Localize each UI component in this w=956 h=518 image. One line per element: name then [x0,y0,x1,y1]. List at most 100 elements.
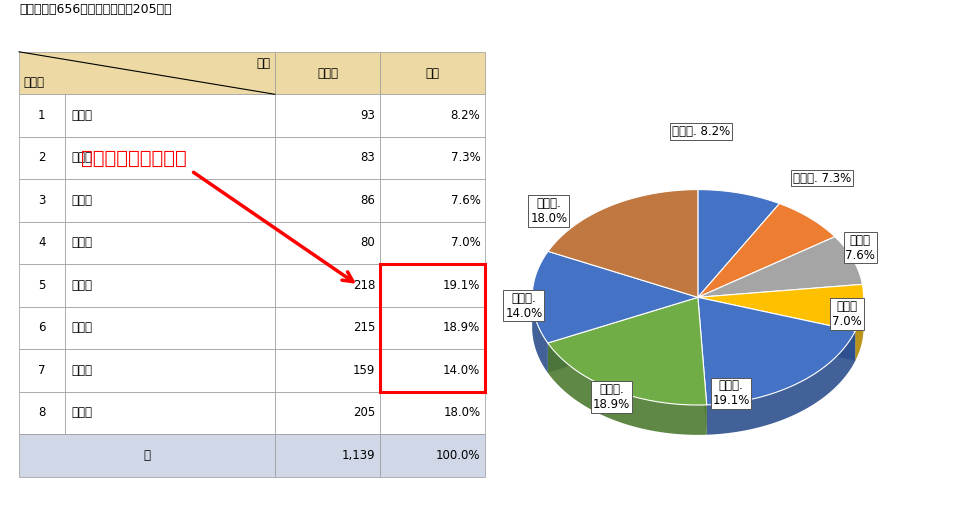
Bar [19,179,64,222]
Bar [274,137,380,179]
Bar [274,179,380,222]
Bar [64,349,274,392]
Text: 回答対象者656人（うち無回答205人）: 回答対象者656人（うち無回答205人） [19,3,172,16]
Text: 金曜日: 金曜日 [72,279,93,292]
Text: 月曜日: 月曜日 [72,109,93,122]
Text: 割合: 割合 [425,66,440,80]
Text: 3: 3 [38,194,46,207]
Polygon shape [698,237,862,297]
Polygon shape [698,190,779,297]
Bar [19,349,64,392]
Text: 7.3%: 7.3% [450,151,480,165]
Text: 7.6%: 7.6% [450,194,480,207]
Bar [380,137,485,179]
Text: 7.0%: 7.0% [450,236,480,250]
Bar [64,264,274,307]
Bar [380,94,485,137]
Text: 4: 4 [38,236,46,250]
Bar [19,222,64,264]
Bar [380,222,485,264]
Text: 木曜日: 木曜日 [72,236,93,250]
Bar [64,94,274,137]
Bar [64,137,274,179]
Text: 19.1%: 19.1% [443,279,480,292]
Bar [19,264,64,307]
Text: 93: 93 [360,109,375,122]
Bar [19,52,275,94]
Text: 火曜日: 火曜日 [72,151,93,165]
Bar [274,392,380,434]
Bar [19,94,64,137]
Polygon shape [698,297,856,361]
Text: 6: 6 [38,321,46,335]
Text: 205: 205 [353,406,375,420]
Text: 木曜日
7.0%: 木曜日 7.0% [832,300,862,328]
Text: 218: 218 [353,279,375,292]
Bar [64,392,274,434]
Text: 土曜日: 土曜日 [72,321,93,335]
Text: 水曜日
7.6%: 水曜日 7.6% [845,234,875,262]
Text: 159: 159 [353,364,375,377]
Bar [274,94,380,137]
Bar [19,434,275,477]
Bar [380,179,485,222]
Bar [380,264,485,392]
Text: 回答数: 回答数 [317,66,337,80]
Text: 83: 83 [360,151,375,165]
Text: 月曜日. 8.2%: 月曜日. 8.2% [672,125,730,138]
Polygon shape [856,298,863,361]
Text: 無回答.
18.0%: 無回答. 18.0% [531,197,567,225]
Text: 選択肢: 選択肢 [24,76,45,89]
Text: 週末の利用率が高い: 週末の利用率が高い [81,149,187,167]
Polygon shape [698,297,706,435]
Bar [19,137,64,179]
Bar [19,307,64,349]
Text: 8: 8 [38,406,46,420]
Bar [274,264,380,307]
Text: 1: 1 [38,109,46,122]
Polygon shape [698,297,856,405]
Bar [380,264,485,307]
Bar [64,179,274,222]
Polygon shape [706,331,856,435]
Text: 土曜日.
18.9%: 土曜日. 18.9% [593,383,630,411]
Bar [274,434,380,477]
Text: 14.0%: 14.0% [444,364,480,377]
Text: 日曜日.
14.0%: 日曜日. 14.0% [506,292,542,320]
Text: 無回答: 無回答 [72,406,93,420]
Text: 日曜日: 日曜日 [72,364,93,377]
Polygon shape [548,297,706,405]
Bar [64,222,274,264]
Polygon shape [548,343,706,435]
Polygon shape [548,190,698,297]
Bar [380,434,485,477]
Text: 金曜日.
19.1%: 金曜日. 19.1% [712,379,750,408]
Bar [274,52,380,94]
Text: 80: 80 [360,236,375,250]
Text: 1,139: 1,139 [341,449,375,462]
Polygon shape [698,284,863,331]
Polygon shape [698,297,706,435]
Bar [380,349,485,392]
Text: 2: 2 [38,151,46,165]
Text: 18.0%: 18.0% [444,406,480,420]
Text: 215: 215 [353,321,375,335]
Text: 18.9%: 18.9% [444,321,480,335]
Bar [380,392,485,434]
Bar [274,307,380,349]
Polygon shape [532,251,698,343]
Text: 86: 86 [360,194,375,207]
Polygon shape [548,297,698,373]
Text: 回答: 回答 [256,57,270,70]
Bar [380,307,485,349]
Text: 水曜日: 水曜日 [72,194,93,207]
Bar [380,52,485,94]
Text: 5: 5 [38,279,46,292]
Bar [64,307,274,349]
Polygon shape [698,297,856,361]
Text: 計: 計 [143,449,150,462]
Text: 100.0%: 100.0% [436,449,480,462]
Polygon shape [532,298,548,373]
Bar [19,392,64,434]
Polygon shape [698,204,835,297]
